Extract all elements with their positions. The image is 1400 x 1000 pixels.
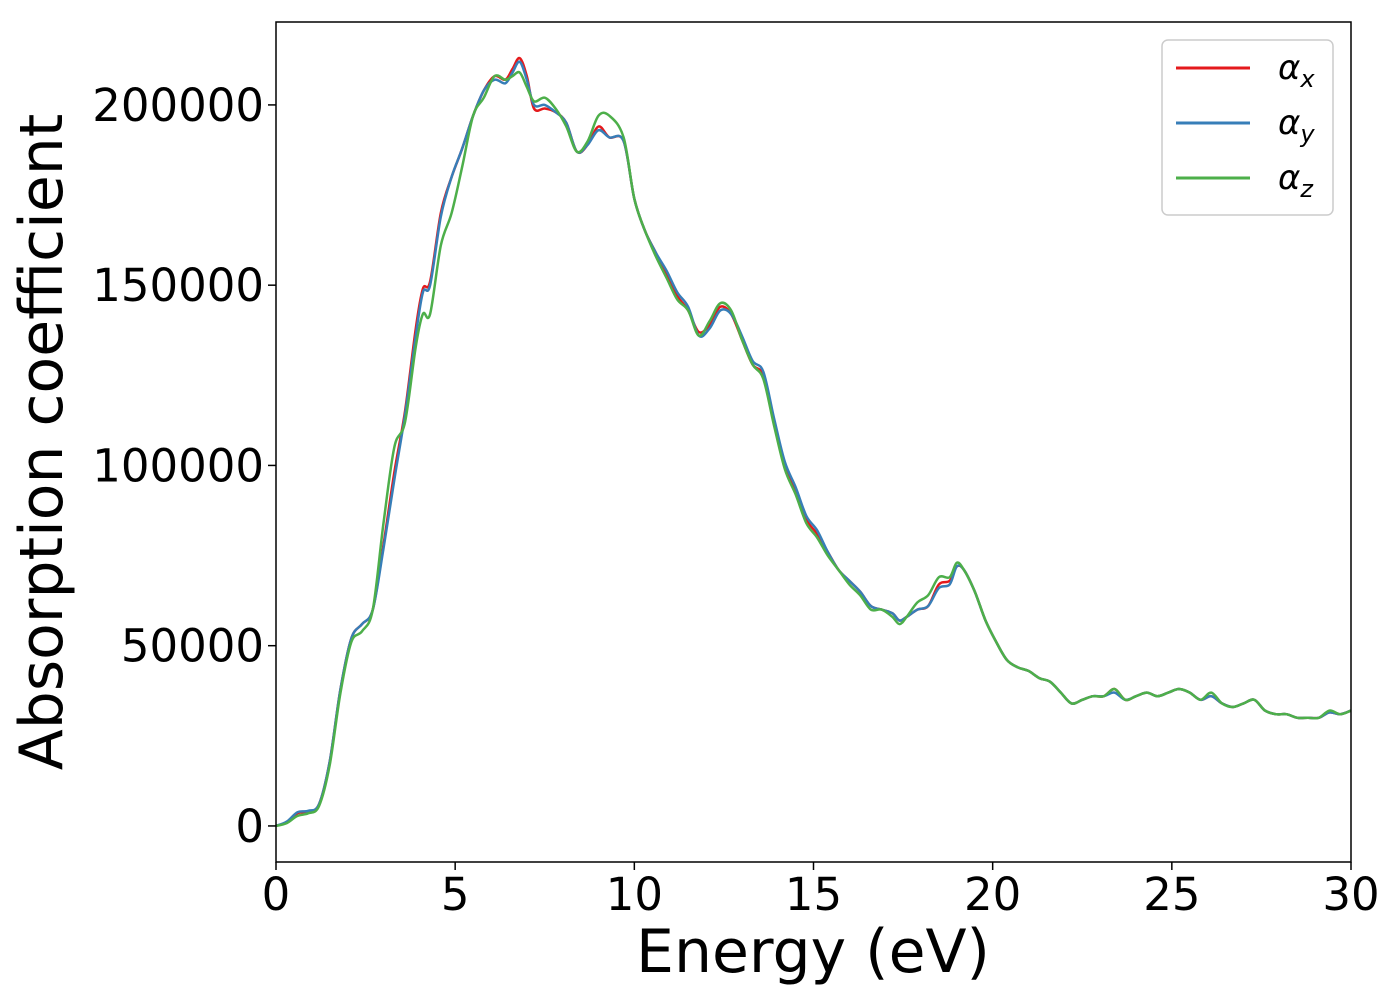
x-tick-label: 20 <box>964 868 1021 921</box>
legend-box <box>1161 39 1334 216</box>
y-axis: 0 50000 100000 150000 200000 <box>92 79 276 853</box>
x-tick-label: 15 <box>785 868 842 921</box>
y-tick-label: 100000 <box>92 439 264 492</box>
legend-label-y: αy <box>1278 103 1315 148</box>
legend-label-x: αx <box>1278 48 1315 93</box>
x-tick-label: 25 <box>1143 868 1200 921</box>
y-tick-label: 50000 <box>121 620 264 673</box>
y-tick-label: 0 <box>235 800 264 853</box>
series-line-z <box>275 70 1352 828</box>
x-tick-label: 10 <box>606 868 663 921</box>
x-tick-label: 5 <box>441 868 470 921</box>
y-axis-title: Absorption coefficient <box>7 114 77 771</box>
x-tick-label: 0 <box>262 868 291 921</box>
x-axis: 0 5 10 15 20 25 30 <box>262 862 1380 921</box>
y-tick-label: 200000 <box>92 79 264 132</box>
plot-lines <box>275 56 1352 828</box>
y-tick-label: 150000 <box>92 259 264 312</box>
x-axis-title: Energy (eV) <box>636 917 990 987</box>
x-tick-label: 30 <box>1322 868 1379 921</box>
